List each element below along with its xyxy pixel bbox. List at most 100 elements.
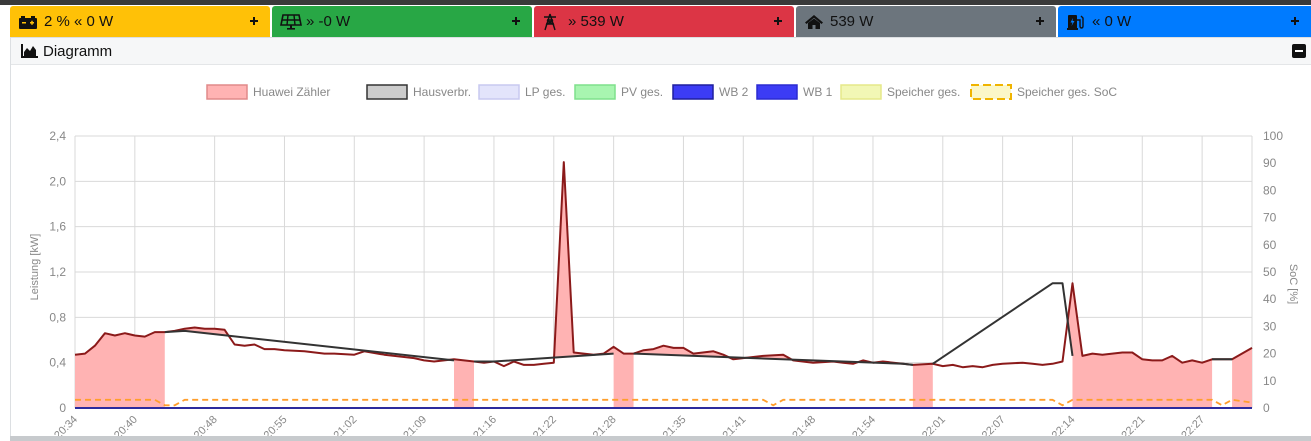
legend-label: PV ges. [621,85,663,99]
charging-station-icon [1066,12,1092,32]
pv-tile[interactable]: » -0 W [272,6,532,37]
legend-item: Speicher ges. [840,84,960,100]
y-tick-label: 0 [59,401,66,415]
y2-tick-label: 40 [1263,292,1277,306]
bottom-border [10,436,1311,441]
x-tick-label: 22:01 [920,414,948,437]
hausverbr-gap-area [1212,359,1233,408]
speicher-soc-line [75,398,1253,407]
legend-label: WB 2 [719,85,749,99]
x-tick-label: 20:48 [192,414,220,437]
collapse-chart-icon[interactable] [1292,44,1306,58]
expand-battery-icon[interactable] [247,14,261,28]
top-border [0,0,1311,5]
legend-label: WB 1 [803,85,833,99]
y-tick-label: 2,0 [49,174,66,188]
charging-status-text: « 0 W [1092,13,1132,30]
x-tick-label: 21:35 [661,414,689,437]
hausverbr-line [932,282,1074,365]
x-tick-label: 22:07 [980,414,1008,437]
hausverbr-line [633,352,914,366]
x-tick-label: 21:22 [531,414,559,437]
y2-axis-label: SoC [%] [1287,264,1299,304]
hausverbr-gap-area [473,353,614,408]
house-status-text: 539 W [830,13,874,30]
chart-legend: Huawei Zähler Hausverbr. LP ges. PV ges. WB … [206,84,1117,100]
y2-tick-label: 30 [1263,319,1277,333]
legend-swatch [756,84,798,100]
grid-status-text: » 539 W [568,13,624,30]
x-tick-label: 20:40 [112,414,140,437]
x-tick-label: 21:48 [790,414,818,437]
legend-swatch [840,84,882,100]
x-tick-label: 22:21 [1119,414,1147,437]
chart-panel-header[interactable]: Diagramm [11,38,1311,65]
status-tiles: 2 % « 0 W » -0 W » 539 W 539 W « 0 W [10,6,1311,37]
y-tick-label: 0,8 [49,310,66,324]
y2-tick-label: 0 [1263,401,1270,415]
x-tick-label: 21:28 [591,414,619,437]
chart-panel: Diagramm Huawei Zähler Hausverbr. LP ges. P… [10,37,1311,437]
y2-tick-label: 60 [1263,238,1277,252]
y-axis-label: Leistung [kW] [29,234,41,301]
y2-tick-label: 90 [1263,156,1277,170]
area-chart-icon [21,43,39,59]
car-battery-icon [18,12,44,32]
y-tick-label: 1,6 [49,220,66,234]
expand-grid-icon[interactable] [771,14,785,28]
legend-label: Hausverbr. [413,85,471,99]
expand-pv-icon[interactable] [509,14,523,28]
legend-item: WB 2 [672,84,749,100]
legend-swatch [366,84,408,100]
y-tick-label: 2,4 [49,129,66,143]
legend-swatch [206,84,248,100]
solar-panel-icon [280,12,306,32]
hausverbr-gap-area [932,283,1073,408]
expand-house-icon[interactable] [1033,14,1047,28]
x-tick-label: 22:14 [1050,414,1078,437]
expand-charging-icon[interactable] [1288,14,1302,28]
legend-swatch [574,84,616,100]
x-axis-ticks: 20:34 20:40 20:48 20:55 21:02 21:09 21:16 21:22… [52,414,1207,437]
y-tick-label: 1,2 [49,265,66,279]
grid-tile[interactable]: » 539 W [534,6,794,37]
y2-tick-label: 20 [1263,347,1277,361]
home-icon [804,12,830,32]
legend-item: Hausverbr. [366,84,471,100]
y2-tick-label: 80 [1263,183,1277,197]
legend-swatch [970,84,1012,100]
x-tick-label: 22:27 [1179,414,1207,437]
house-tile[interactable]: 539 W [796,6,1056,37]
legend-swatch [672,84,714,100]
battery-tile[interactable]: 2 % « 0 W [10,6,270,37]
y2-tick-label: 10 [1263,374,1277,388]
legend-item: Speicher ges. SoC [970,84,1117,100]
legend-label: Speicher ges. [887,85,960,99]
chart-panel-title: Diagramm [43,42,113,60]
y2-axis-ticks: 0 10 20 30 40 50 60 70 80 90 100 [1263,129,1283,415]
legend-item: Huawei Zähler [206,84,330,100]
y2-tick-label: 70 [1263,211,1277,225]
legend-swatch [478,84,520,100]
battery-status-text: 2 % « 0 W [44,13,114,30]
x-tick-label: 21:16 [471,414,499,437]
pv-status-text: » -0 W [306,13,351,30]
charging-tile[interactable]: « 0 W [1058,6,1311,37]
legend-label: Speicher ges. SoC [1017,85,1117,99]
y2-tick-label: 50 [1263,265,1277,279]
hausverbr-gap-area [164,330,455,408]
chart-series [74,161,1253,409]
y2-tick-label: 100 [1263,129,1283,143]
hausverbr-gap-area [633,353,913,408]
power-tower-icon [542,12,568,32]
x-tick-label: 21:02 [331,414,359,437]
power-chart[interactable]: Huawei Zähler Hausverbr. LP ges. PV ges. WB … [11,66,1311,437]
y-tick-label: 0,4 [49,356,66,370]
x-tick-label: 21:09 [401,414,429,437]
x-tick-label: 21:54 [850,414,878,437]
hausverbr-line [474,352,614,363]
legend-label: LP ges. [525,85,565,99]
legend-item: PV ges. [574,84,663,100]
legend-item: WB 1 [756,84,833,100]
legend-label: Huawei Zähler [253,85,330,99]
